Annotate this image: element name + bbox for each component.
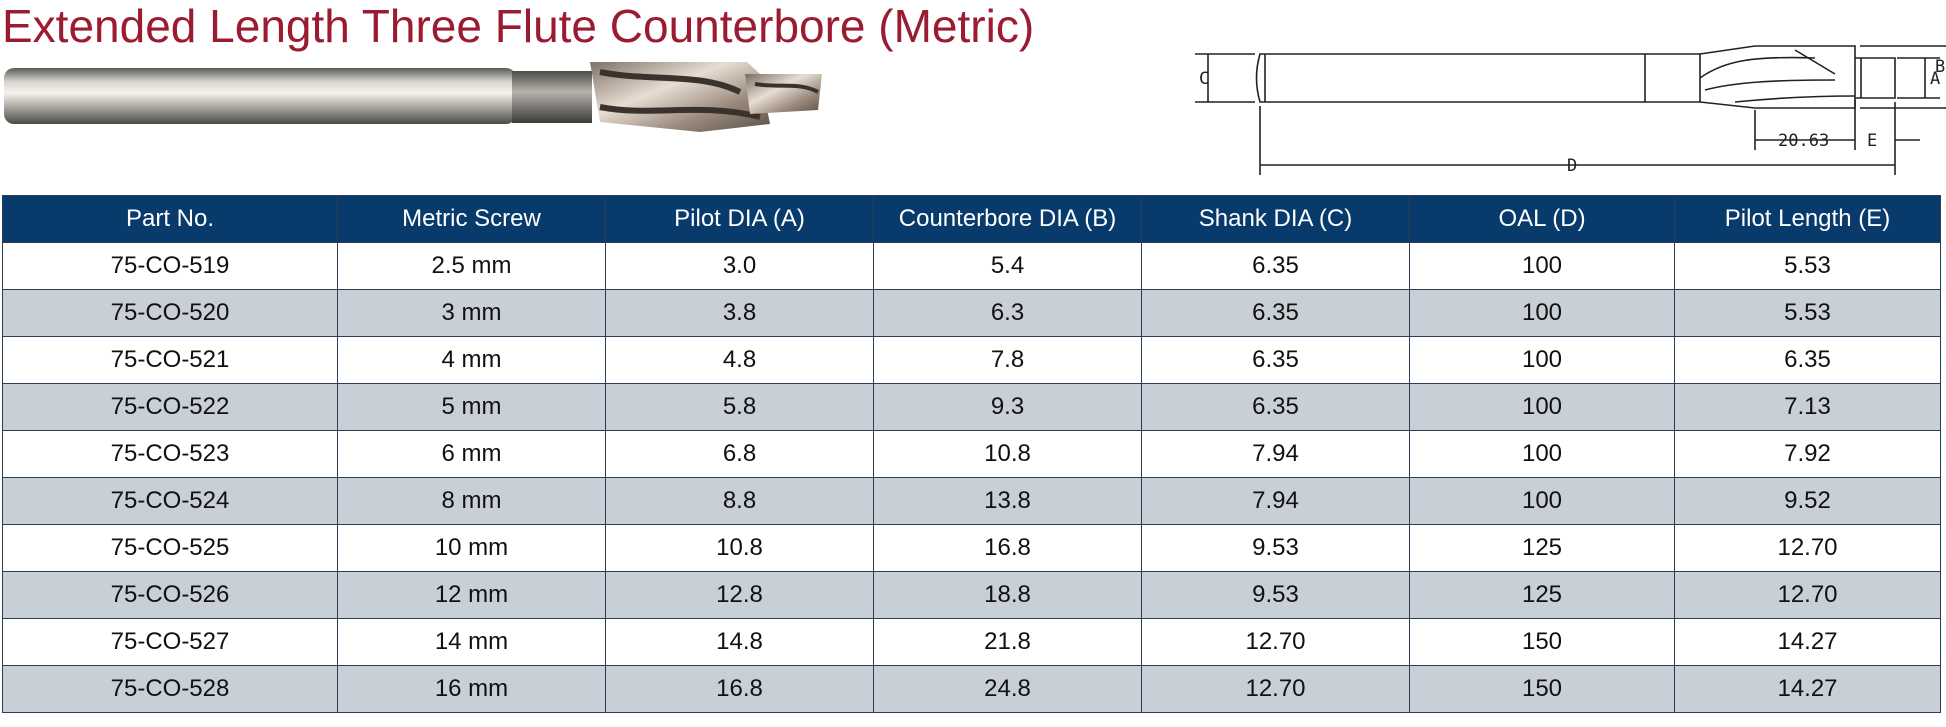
table-cell: 5 mm xyxy=(337,383,606,431)
table-cell: 5.8 xyxy=(605,383,874,431)
column-header: Pilot DIA (A) xyxy=(605,195,874,243)
table-cell: 5.4 xyxy=(873,242,1142,290)
dimension-label-c: C xyxy=(1199,69,1209,89)
table-cell: 75-CO-519 xyxy=(2,242,338,290)
table-cell: 150 xyxy=(1409,618,1675,666)
table-cell: 75-CO-528 xyxy=(2,665,338,713)
table-row: 75-CO-519 2.5 mm 3.0 5.4 6.35 100 5.53 xyxy=(2,242,1941,290)
table-cell: 7.92 xyxy=(1674,430,1941,478)
table-header-row: Part No. Metric Screw Pilot DIA (A) Coun… xyxy=(2,195,1941,243)
table-cell: 7.8 xyxy=(873,336,1142,384)
table-cell: 24.8 xyxy=(873,665,1142,713)
table-row: 75-CO-527 14 mm 14.8 21.8 12.70 150 14.2… xyxy=(2,618,1941,666)
table-cell: 12.70 xyxy=(1674,571,1941,619)
table-cell: 100 xyxy=(1409,336,1675,384)
table-cell: 12.70 xyxy=(1141,618,1410,666)
page-title: Extended Length Three Flute Counterbore … xyxy=(2,0,1035,52)
table-cell: 16 mm xyxy=(337,665,606,713)
table-cell: 9.3 xyxy=(873,383,1142,431)
table-cell: 9.52 xyxy=(1674,477,1941,525)
table-cell: 7.94 xyxy=(1141,477,1410,525)
table-cell: 14.8 xyxy=(605,618,874,666)
table-cell: 75-CO-526 xyxy=(2,571,338,619)
table-cell: 125 xyxy=(1409,571,1675,619)
table-cell: 150 xyxy=(1409,665,1675,713)
table-cell: 100 xyxy=(1409,477,1675,525)
table-cell: 14.27 xyxy=(1674,618,1941,666)
column-header: Part No. xyxy=(2,195,338,243)
table-cell: 3.0 xyxy=(605,242,874,290)
table-cell: 100 xyxy=(1409,289,1675,337)
table-cell: 12 mm xyxy=(337,571,606,619)
table-row: 75-CO-520 3 mm 3.8 6.3 6.35 100 5.53 xyxy=(2,289,1941,337)
dimension-label-e: E xyxy=(1867,131,1877,151)
table-cell: 16.8 xyxy=(605,665,874,713)
table-row: 75-CO-526 12 mm 12.8 18.8 9.53 125 12.70 xyxy=(2,571,1941,619)
table-cell: 6.35 xyxy=(1141,242,1410,290)
table-cell: 3 mm xyxy=(337,289,606,337)
dimension-label-a: A xyxy=(1930,69,1940,89)
table-cell: 7.94 xyxy=(1141,430,1410,478)
counterbore-technical-drawing: C A B D E 20.63 xyxy=(1195,45,1946,176)
column-header: Pilot Length (E) xyxy=(1674,195,1941,243)
table-cell: 12.8 xyxy=(605,571,874,619)
specifications-table: Part No. Metric Screw Pilot DIA (A) Coun… xyxy=(2,195,1941,713)
column-header: Metric Screw xyxy=(337,195,606,243)
table-cell: 100 xyxy=(1409,430,1675,478)
table-cell: 125 xyxy=(1409,524,1675,572)
table-cell: 6.8 xyxy=(605,430,874,478)
table-cell: 3.8 xyxy=(605,289,874,337)
table-cell: 100 xyxy=(1409,383,1675,431)
table-cell: 10.8 xyxy=(873,430,1142,478)
table-cell: 75-CO-524 xyxy=(2,477,338,525)
dimension-label-d: D xyxy=(1567,156,1577,176)
table-cell: 6.3 xyxy=(873,289,1142,337)
table-cell: 6.35 xyxy=(1141,383,1410,431)
table-cell: 12.70 xyxy=(1674,524,1941,572)
table-cell: 6.35 xyxy=(1141,336,1410,384)
table-cell: 14.27 xyxy=(1674,665,1941,713)
table-row: 75-CO-525 10 mm 10.8 16.8 9.53 125 12.70 xyxy=(2,524,1941,572)
table-cell: 18.8 xyxy=(873,571,1142,619)
column-header: Shank DIA (C) xyxy=(1141,195,1410,243)
table-cell: 10 mm xyxy=(337,524,606,572)
table-cell: 75-CO-523 xyxy=(2,430,338,478)
table-cell: 75-CO-522 xyxy=(2,383,338,431)
table-cell: 12.70 xyxy=(1141,665,1410,713)
table-cell: 75-CO-520 xyxy=(2,289,338,337)
table-cell: 6.35 xyxy=(1674,336,1941,384)
table-cell: 75-CO-525 xyxy=(2,524,338,572)
table-cell: 21.8 xyxy=(873,618,1142,666)
table-cell: 75-CO-521 xyxy=(2,336,338,384)
table-cell: 5.53 xyxy=(1674,289,1941,337)
table-cell: 8 mm xyxy=(337,477,606,525)
table-cell: 100 xyxy=(1409,242,1675,290)
table-cell: 10.8 xyxy=(605,524,874,572)
table-cell: 6.35 xyxy=(1141,289,1410,337)
dimension-label-b: B xyxy=(1935,57,1945,77)
table-cell: 14 mm xyxy=(337,618,606,666)
table-row: 75-CO-524 8 mm 8.8 13.8 7.94 100 9.52 xyxy=(2,477,1941,525)
table-cell: 75-CO-527 xyxy=(2,618,338,666)
table-row: 75-CO-521 4 mm 4.8 7.8 6.35 100 6.35 xyxy=(2,336,1941,384)
column-header: Counterbore DIA (B) xyxy=(873,195,1142,243)
table-cell: 16.8 xyxy=(873,524,1142,572)
table-cell: 4 mm xyxy=(337,336,606,384)
table-row: 75-CO-523 6 mm 6.8 10.8 7.94 100 7.92 xyxy=(2,430,1941,478)
table-row: 75-CO-522 5 mm 5.8 9.3 6.35 100 7.13 xyxy=(2,383,1941,431)
column-header: OAL (D) xyxy=(1409,195,1675,243)
counterbore-tool-photo xyxy=(4,62,822,132)
table-cell: 4.8 xyxy=(605,336,874,384)
table-cell: 13.8 xyxy=(873,477,1142,525)
table-cell: 5.53 xyxy=(1674,242,1941,290)
dimension-value: 20.63 xyxy=(1778,131,1829,151)
table-cell: 8.8 xyxy=(605,477,874,525)
table-cell: 2.5 mm xyxy=(337,242,606,290)
table-row: 75-CO-528 16 mm 16.8 24.8 12.70 150 14.2… xyxy=(2,665,1941,713)
table-cell: 7.13 xyxy=(1674,383,1941,431)
table-cell: 9.53 xyxy=(1141,524,1410,572)
table-cell: 9.53 xyxy=(1141,571,1410,619)
table-cell: 6 mm xyxy=(337,430,606,478)
